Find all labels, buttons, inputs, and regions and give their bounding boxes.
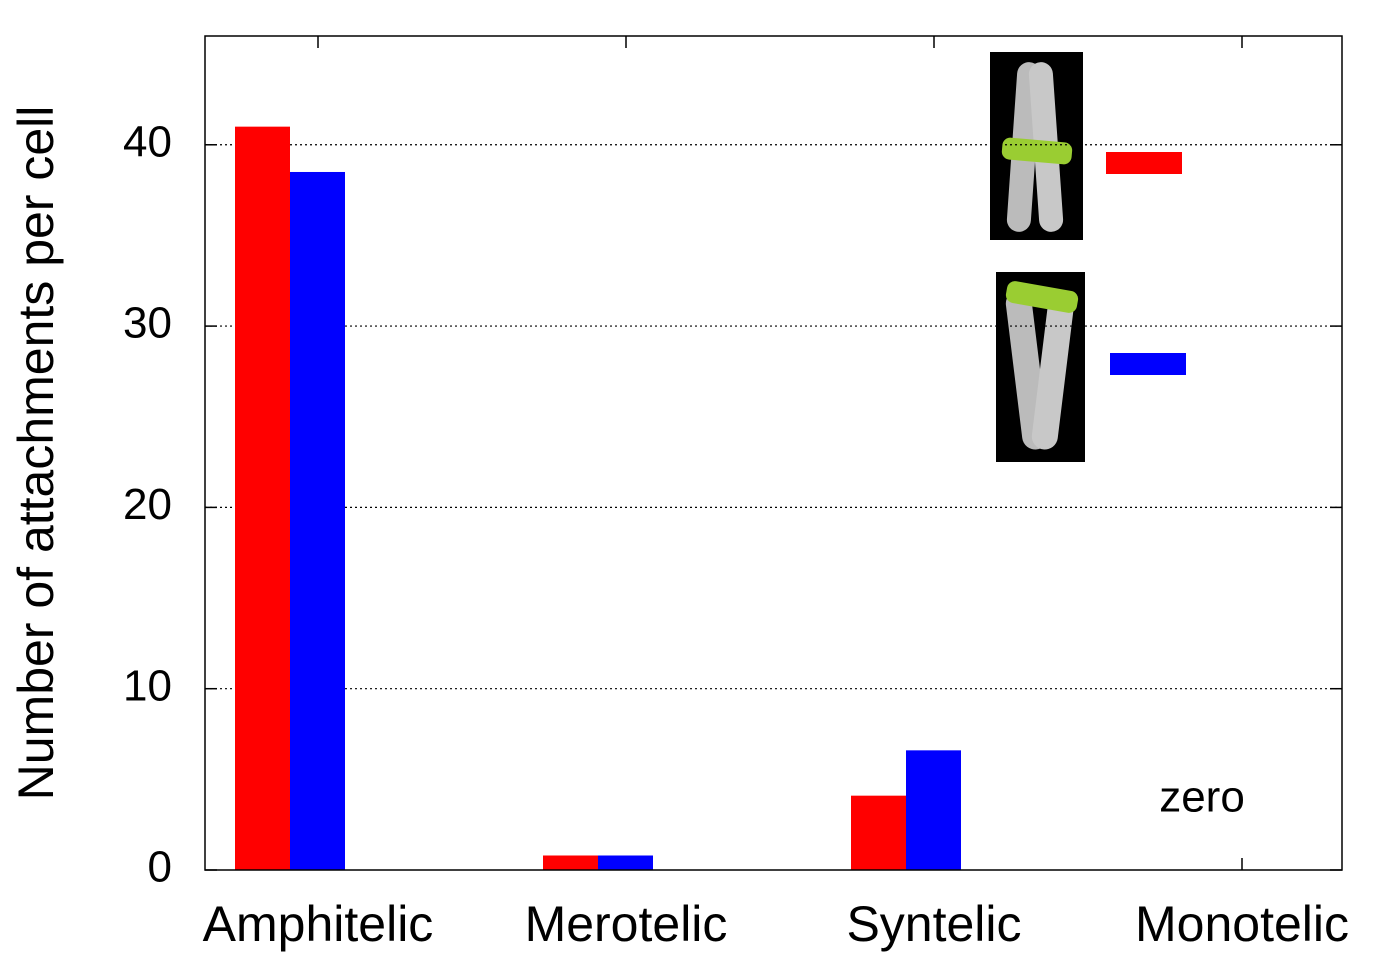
bar — [290, 172, 345, 870]
x-tick-label: Amphitelic — [203, 896, 434, 952]
y-tick-label: 40 — [123, 117, 172, 166]
y-tick-label: 20 — [123, 480, 172, 529]
x-tick-label: Merotelic — [525, 896, 728, 952]
x-tick-label: Monotelic — [1135, 896, 1349, 952]
y-axis-label: Number of attachments per cell — [8, 106, 64, 801]
y-tick-label: 0 — [148, 843, 172, 892]
legend-image — [990, 52, 1085, 462]
bar — [235, 127, 290, 870]
legend-swatch — [1110, 353, 1186, 375]
y-tick-label: 10 — [123, 661, 172, 710]
annotation: zero — [1159, 773, 1245, 822]
bar — [598, 855, 653, 870]
bar — [851, 796, 906, 870]
bar — [906, 750, 961, 870]
bar — [543, 855, 598, 870]
x-tick-label: Syntelic — [846, 896, 1021, 952]
chart: Number of attachments per cell zero 0 10 2… — [0, 0, 1398, 965]
y-tick-label: 30 — [123, 299, 172, 348]
legend-swatch — [1106, 152, 1182, 174]
